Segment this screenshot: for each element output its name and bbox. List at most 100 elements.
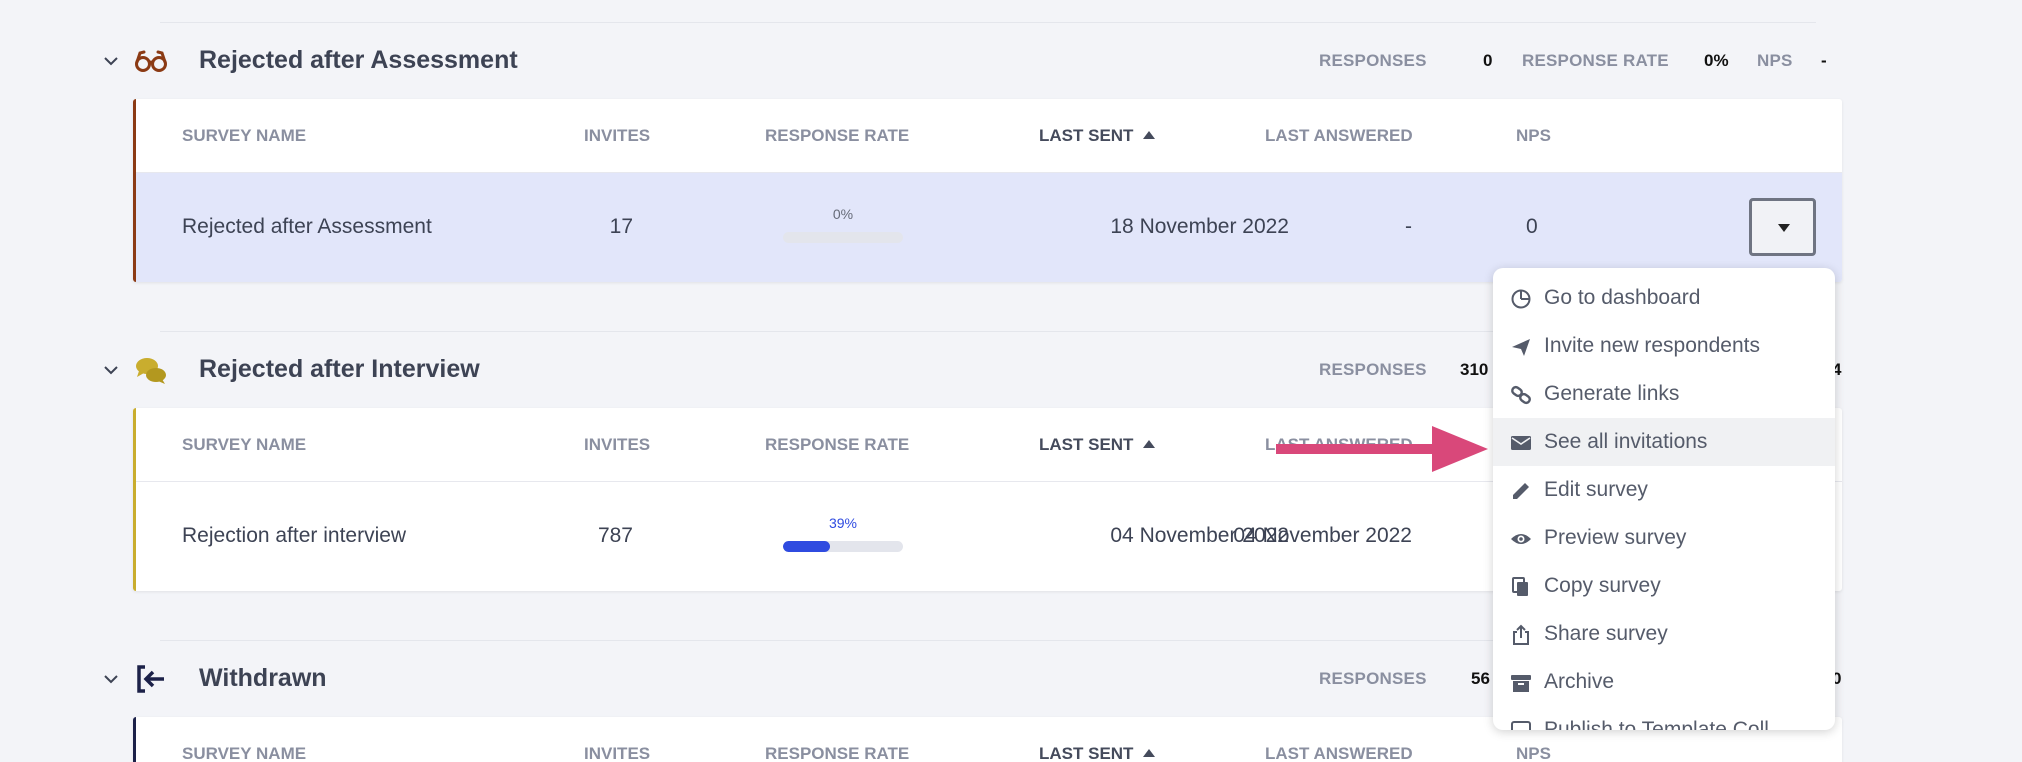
sort-ascending-icon <box>1143 749 1156 757</box>
survey-name-cell[interactable]: Rejection after interview <box>182 524 407 547</box>
col-last-sent[interactable]: LAST SENT <box>1039 744 1156 762</box>
section-header-rejected-after-assessment: Rejected after Assessment RESPONSES 0 RE… <box>0 30 2022 90</box>
menu-item-label: Edit survey <box>1544 478 1648 501</box>
invites-cell: 17 <box>609 215 633 238</box>
response-rate-value: 0% <box>1704 51 1729 70</box>
response-rate-percent: 39% <box>828 515 858 531</box>
col-response-rate[interactable]: RESPONSE RATE <box>765 744 910 762</box>
responses-value: 0 <box>1483 51 1493 70</box>
col-nps[interactable]: NPS <box>1516 126 1551 145</box>
menu-item-edit-survey[interactable]: Edit survey <box>1493 466 1835 514</box>
sort-ascending-icon <box>1143 131 1156 139</box>
menu-item-label: Archive <box>1544 670 1615 693</box>
responses-value: 310 <box>1460 360 1489 379</box>
sort-ascending-icon <box>1143 440 1156 448</box>
col-invites[interactable]: INVITES <box>584 126 651 145</box>
menu-item-invite-new-respondents[interactable]: Invite new respondents <box>1493 322 1835 370</box>
col-invites[interactable]: INVITES <box>584 435 651 454</box>
menu-item-label: Share survey <box>1544 622 1668 645</box>
col-nps[interactable]: NPS <box>1516 744 1551 762</box>
menu-item-label: Preview survey <box>1544 526 1687 549</box>
response-rate-label: RESPONSE RATE <box>1522 51 1669 70</box>
menu-item-copy-survey[interactable]: Copy survey <box>1493 562 1835 610</box>
annotation-arrow-icon <box>1276 426 1488 472</box>
response-rate-percent: 0% <box>832 206 854 222</box>
response-rate-bar <box>783 232 903 243</box>
share-icon <box>1513 624 1529 645</box>
survey-name-cell[interactable]: Rejected after Assessment <box>182 215 432 238</box>
section-accent-bar <box>133 717 136 762</box>
pencil-icon <box>1513 483 1529 499</box>
exit-icon <box>137 665 164 693</box>
nps-value: 4 <box>1832 360 1842 379</box>
menu-item-publish-to-template[interactable]: Publish to Template Coll... <box>1493 706 1835 730</box>
chat-bubbles-icon <box>136 358 166 384</box>
col-invites[interactable]: INVITES <box>584 744 651 762</box>
col-last-sent-label: LAST SENT <box>1039 744 1134 762</box>
table-row[interactable]: Rejection after interview 787 39% 04 Nov… <box>136 481 1842 591</box>
menu-item-generate-links[interactable]: Generate links <box>1493 370 1835 418</box>
envelope-icon <box>1511 436 1531 450</box>
last-answered-cell: 04 November 2022 <box>1233 524 1412 547</box>
section-header-withdrawn: Withdrawn RESPONSES 56 0 <box>0 648 2022 708</box>
responses-value: 56 <box>1471 669 1490 688</box>
section-accent-bar <box>133 408 136 591</box>
section-divider <box>160 640 1816 641</box>
chevron-down-icon[interactable] <box>100 668 122 690</box>
section-accent-bar <box>133 99 136 282</box>
nps-cell: 0 <box>1526 215 1538 238</box>
last-answered-cell: - <box>1405 215 1412 238</box>
section-title: Rejected after Assessment <box>199 46 518 74</box>
menu-item-label: Publish to Template Coll... <box>1544 718 1787 730</box>
menu-item-see-all-invitations[interactable]: See all invitations <box>1493 418 1835 466</box>
responses-label: RESPONSES <box>1319 360 1427 379</box>
response-rate-bar-fill <box>783 541 830 552</box>
col-last-answered[interactable]: LAST ANSWERED <box>1265 126 1413 145</box>
col-response-rate[interactable]: RESPONSE RATE <box>765 435 910 454</box>
send-icon <box>1512 339 1530 356</box>
menu-item-label: Go to dashboard <box>1544 286 1701 309</box>
row-actions-dropdown-button[interactable] <box>1749 198 1816 256</box>
menu-item-label: Generate links <box>1544 382 1680 405</box>
col-response-rate[interactable]: RESPONSE RATE <box>765 126 910 145</box>
archive-icon <box>1511 675 1531 692</box>
last-sent-cell: 18 November 2022 <box>1110 215 1289 238</box>
glasses-icon <box>135 50 167 72</box>
menu-item-label: See all invitations <box>1544 430 1708 453</box>
row-actions-menu: Go to dashboard Invite new respondents G… <box>1493 268 1835 730</box>
menu-item-archive[interactable]: Archive <box>1493 658 1835 706</box>
eye-icon <box>1511 534 1531 544</box>
responses-label: RESPONSES <box>1319 669 1427 688</box>
nps-value: - <box>1821 51 1827 70</box>
responses-label: RESPONSES <box>1319 51 1427 70</box>
dashboard-icon <box>1511 289 1531 309</box>
menu-item-go-to-dashboard[interactable]: Go to dashboard <box>1493 274 1835 322</box>
col-last-sent[interactable]: LAST SENT <box>1039 126 1156 146</box>
col-last-answered[interactable]: LAST ANSWERED <box>1265 744 1413 762</box>
section-title: Withdrawn <box>199 664 327 692</box>
survey-table-rejected-after-assessment: SURVEY NAME INVITES RESPONSE RATE LAST S… <box>133 99 1842 282</box>
invites-cell: 787 <box>597 524 633 547</box>
col-survey-name[interactable]: SURVEY NAME <box>182 435 307 454</box>
col-survey-name[interactable]: SURVEY NAME <box>182 126 307 145</box>
chevron-down-icon[interactable] <box>100 359 122 381</box>
col-last-sent[interactable]: LAST SENT <box>1039 435 1156 455</box>
section-divider <box>160 331 1816 332</box>
menu-item-label: Copy survey <box>1544 574 1661 597</box>
last-sent-cell: 04 November 2022 <box>1110 524 1289 547</box>
template-icon <box>1511 721 1531 730</box>
menu-item-label: Invite new respondents <box>1544 334 1760 357</box>
response-rate-bar <box>783 541 903 552</box>
menu-item-preview-survey[interactable]: Preview survey <box>1493 514 1835 562</box>
table-row[interactable]: Rejected after Assessment 17 0% 18 Novem… <box>136 172 1842 282</box>
section-title: Rejected after Interview <box>199 355 480 383</box>
link-icon <box>1511 385 1531 405</box>
col-survey-name[interactable]: SURVEY NAME <box>182 744 307 762</box>
section-header-rejected-after-interview: Rejected after Interview RESPONSES 310 4 <box>0 339 2022 399</box>
copy-icon <box>1512 577 1528 596</box>
menu-item-share-survey[interactable]: Share survey <box>1493 610 1835 658</box>
col-last-sent-label: LAST SENT <box>1039 435 1134 454</box>
chevron-down-icon[interactable] <box>100 50 122 72</box>
caret-down-icon <box>1778 224 1790 232</box>
section-divider <box>160 22 1816 23</box>
